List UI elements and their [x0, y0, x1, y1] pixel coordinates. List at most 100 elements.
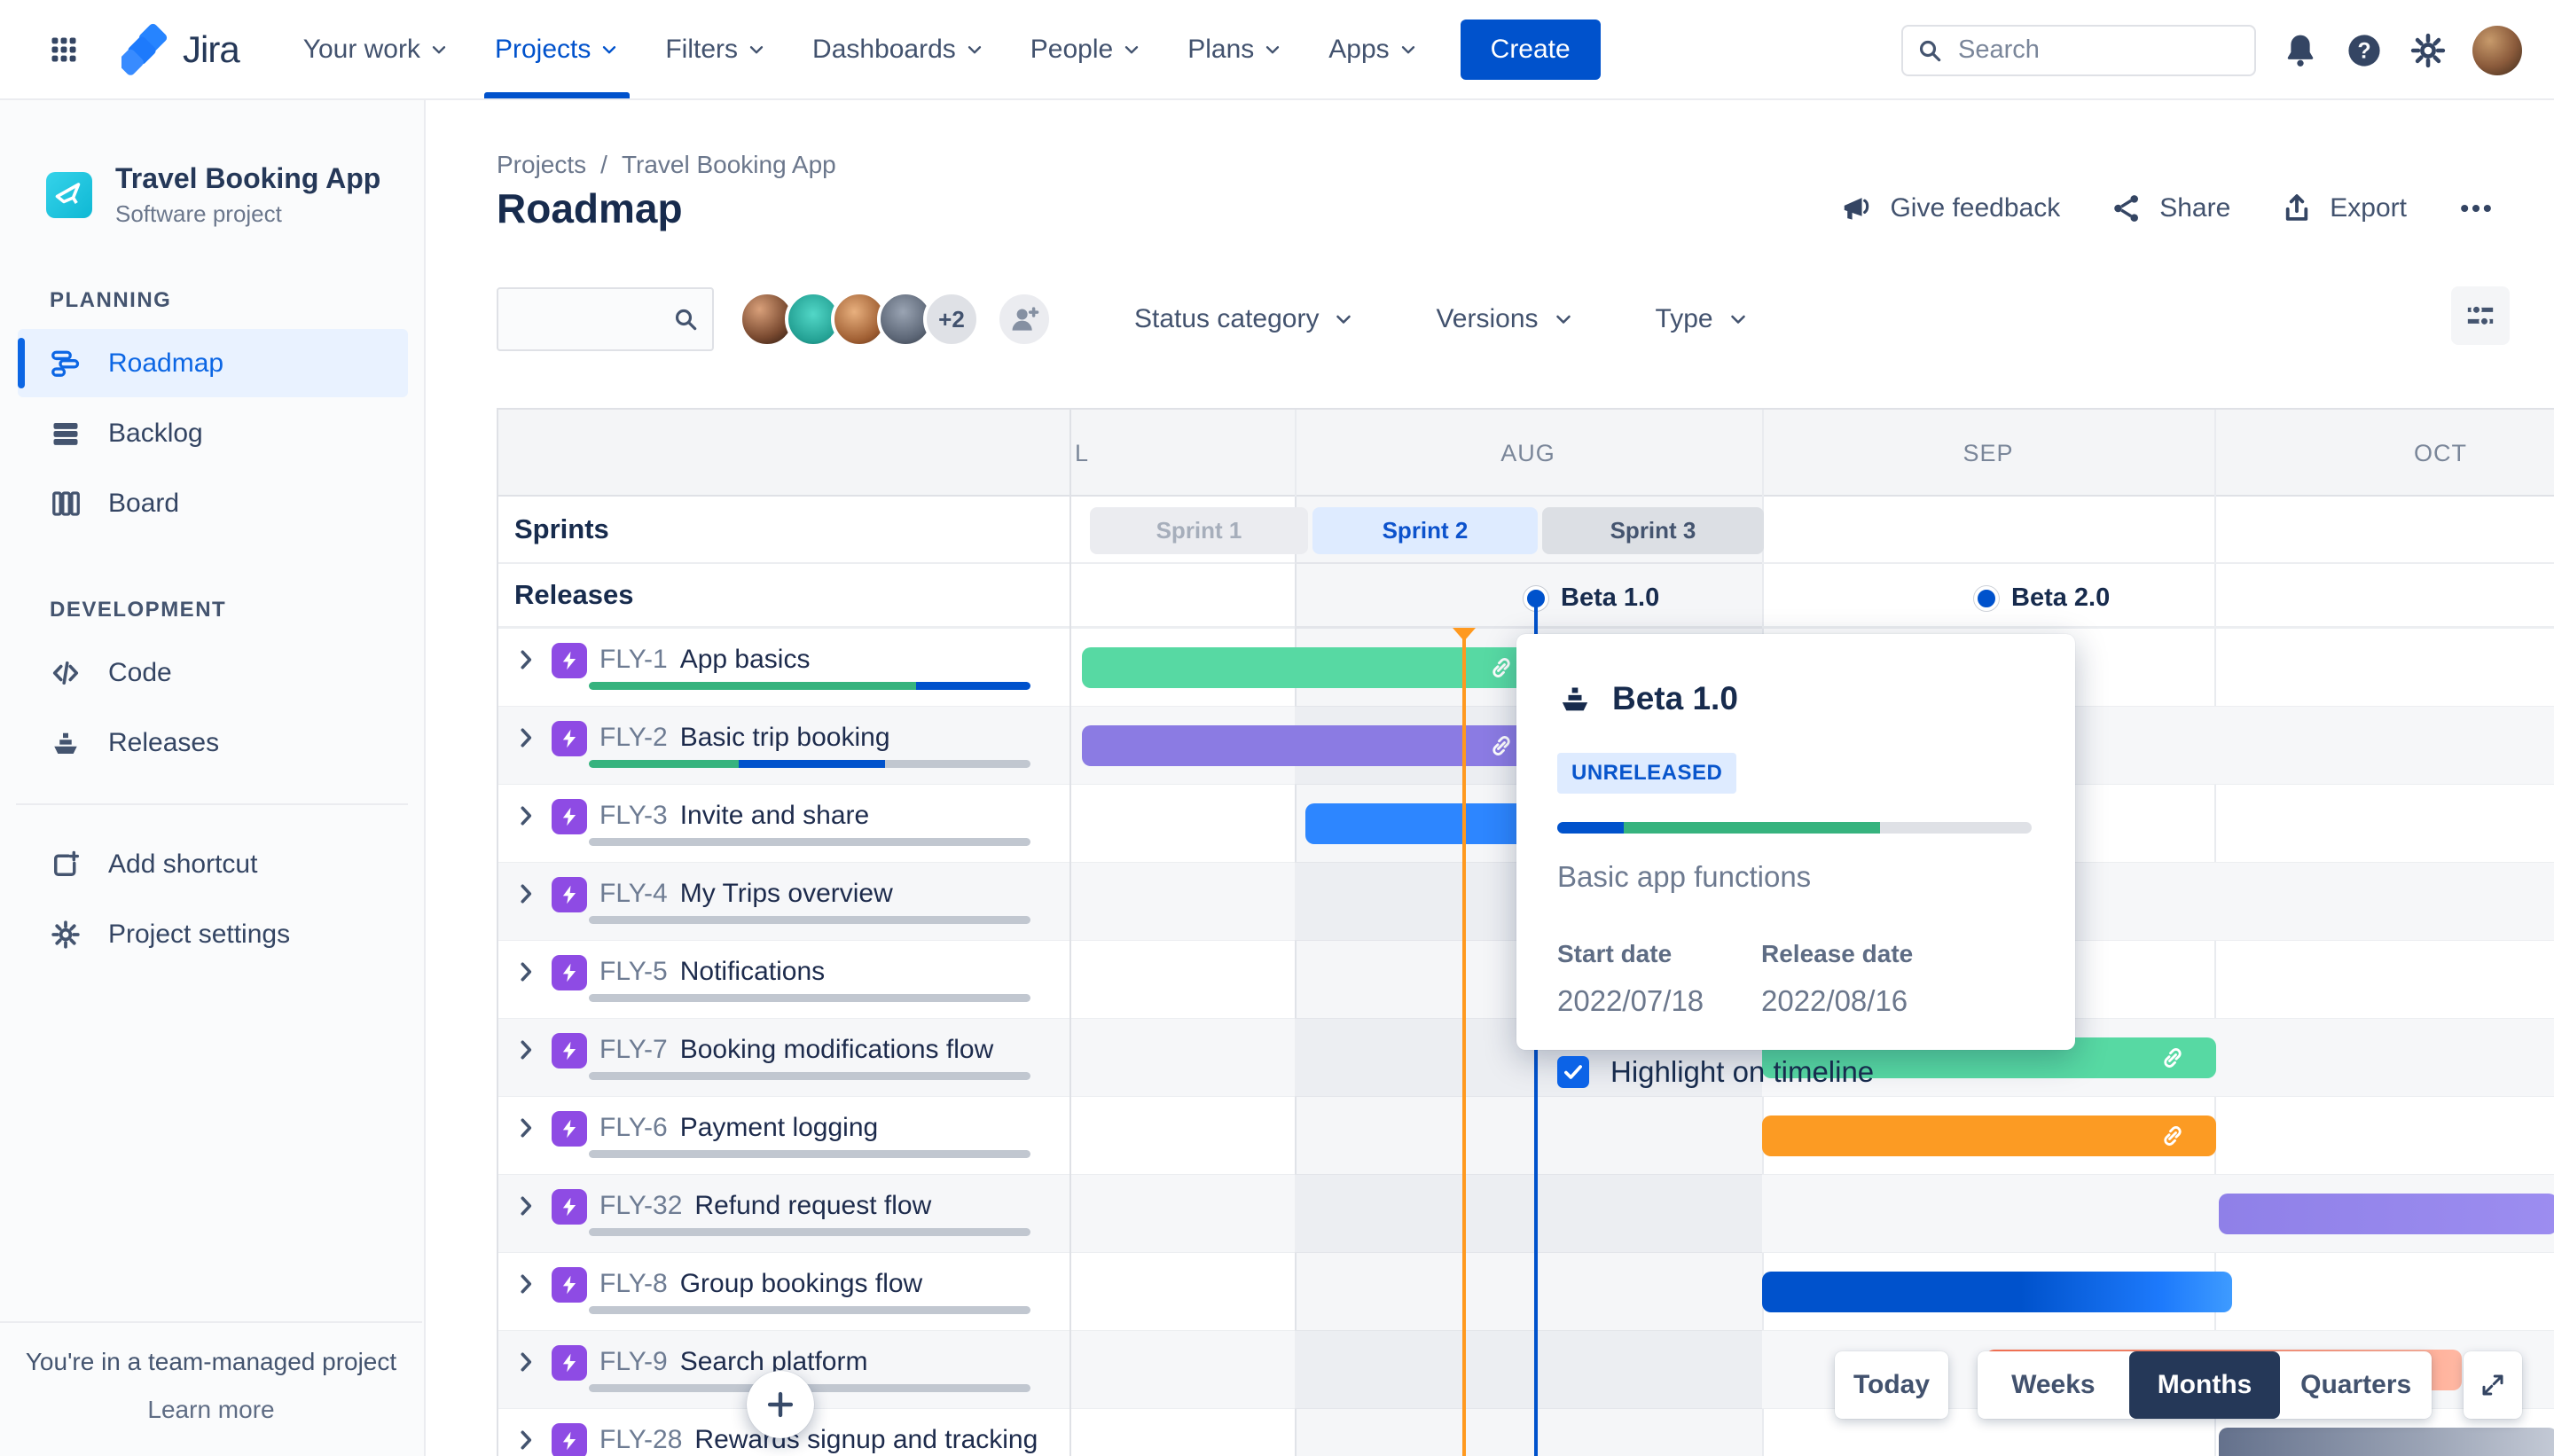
sidebar-item-code[interactable]: Code: [18, 638, 408, 707]
add-person-button[interactable]: [996, 291, 1053, 348]
nav-your-work[interactable]: Your work: [284, 0, 468, 98]
versions-dropdown[interactable]: Versions: [1436, 304, 1573, 334]
epic-bar[interactable]: [1762, 1272, 2232, 1312]
today-button[interactable]: Today: [1835, 1351, 1948, 1419]
chevron-right-icon[interactable]: [513, 802, 539, 829]
help-icon[interactable]: [2345, 31, 2384, 70]
release-date-label: Release date: [1761, 940, 1914, 967]
sidebar-item-releases[interactable]: Releases: [18, 708, 408, 777]
release-marker-beta-2[interactable]: Beta 2.0: [1974, 583, 2110, 613]
sprint-pill-1[interactable]: Sprint 1: [1090, 507, 1308, 554]
sidebar-item-roadmap[interactable]: Roadmap: [18, 329, 408, 397]
epic-progress-bar: [589, 1072, 1030, 1080]
nav-people[interactable]: People: [1011, 0, 1161, 98]
global-search-input[interactable]: [1901, 24, 2256, 76]
filter-bar: +2 Status category Versions Type: [497, 285, 2519, 354]
chevron-right-icon[interactable]: [513, 1349, 539, 1375]
epic-row-fly-8[interactable]: FLY-8 Group bookings flow: [498, 1252, 2554, 1330]
sprint-pill-3[interactable]: Sprint 3: [1542, 507, 1764, 554]
settings-gear-icon[interactable]: [2409, 31, 2448, 70]
roadmap-icon: [50, 348, 82, 380]
epic-bar[interactable]: [1305, 803, 1545, 844]
chevron-right-icon[interactable]: [513, 646, 539, 673]
chevron-right-icon[interactable]: [513, 1037, 539, 1063]
share-button[interactable]: Share: [2110, 192, 2230, 225]
epic-icon: [552, 1267, 587, 1303]
release-status-badge: UNRELEASED: [1557, 753, 1737, 794]
backlog-icon: [50, 418, 82, 450]
project-avatar-icon: [46, 172, 92, 218]
sidebar-item-backlog[interactable]: Backlog: [18, 399, 408, 467]
page-actions: Give feedback Share Export: [1840, 189, 2495, 228]
notifications-icon[interactable]: [2281, 31, 2320, 70]
share-icon: [2110, 192, 2143, 225]
chevron-right-icon[interactable]: [513, 1271, 539, 1297]
export-button[interactable]: Export: [2280, 192, 2407, 225]
epic-row-fly-6[interactable]: FLY-6 Payment logging: [498, 1096, 2554, 1174]
type-dropdown[interactable]: Type: [1656, 304, 1749, 334]
epic-bar[interactable]: [2219, 1194, 2554, 1234]
epic-row-fly-3[interactable]: FLY-3 Invite and share: [498, 784, 2554, 862]
breadcrumb: Projects / Travel Booking App: [497, 151, 836, 178]
avatar-overflow-badge[interactable]: +2: [923, 291, 980, 348]
sidebar-item-project-settings[interactable]: Project settings: [18, 900, 408, 968]
add-epic-button[interactable]: [747, 1371, 814, 1438]
epic-row-fly-1[interactable]: FLY-1 App basics: [498, 628, 2554, 706]
chevron-right-icon[interactable]: [513, 881, 539, 907]
sprint-pill-2[interactable]: Sprint 2: [1312, 507, 1538, 554]
roadmap-grid: L AUG SEP OCT Sprints Sprint 1 Sprint 2 …: [497, 408, 2554, 1456]
highlight-checkbox[interactable]: [1557, 1056, 1589, 1088]
epic-icon: [552, 799, 587, 834]
create-button[interactable]: Create: [1460, 19, 1601, 80]
epic-progress-bar: [589, 1228, 1030, 1236]
fullscreen-button[interactable]: [2464, 1351, 2522, 1419]
breadcrumb-project-name[interactable]: Travel Booking App: [621, 151, 836, 178]
epic-row-fly-28[interactable]: FLY-28 Rewards signup and tracking: [498, 1408, 2554, 1456]
avatar[interactable]: [785, 291, 842, 348]
jira-logo-text: Jira: [183, 27, 240, 70]
project-header: Travel Booking App Software project: [0, 100, 424, 228]
more-dots-icon: [2456, 189, 2495, 228]
more-actions-button[interactable]: [2456, 189, 2495, 228]
sidebar-item-add-shortcut[interactable]: Add shortcut: [18, 830, 408, 898]
roadmap-search: [497, 287, 714, 351]
epic-bar[interactable]: [1762, 1115, 2216, 1156]
nav-projects[interactable]: Projects: [475, 0, 638, 98]
user-avatar[interactable]: [2472, 25, 2522, 75]
app-switcher-icon[interactable]: [35, 21, 92, 78]
sidebar-divider: [16, 803, 408, 805]
epic-row-fly-32[interactable]: FLY-32 Refund request flow: [498, 1174, 2554, 1252]
epic-name: Notifications: [679, 957, 826, 986]
scale-quarters[interactable]: Quarters: [2300, 1370, 2412, 1399]
epic-bar[interactable]: [1082, 725, 1545, 766]
scale-months[interactable]: Months: [2128, 1351, 2281, 1419]
scale-weeks[interactable]: Weeks: [2011, 1370, 2096, 1399]
view-settings-button[interactable]: [2451, 286, 2510, 345]
chevron-right-icon[interactable]: [513, 1115, 539, 1141]
epic-bar[interactable]: [1082, 647, 1545, 688]
epic-progress-bar: [589, 1150, 1030, 1158]
nav-dashboards[interactable]: Dashboards: [793, 0, 1004, 98]
chevron-right-icon[interactable]: [513, 1427, 539, 1453]
epic-progress-bar: [589, 1306, 1030, 1314]
nav-filters[interactable]: Filters: [646, 0, 786, 98]
release-dot-icon: [1974, 585, 1999, 611]
chevron-right-icon[interactable]: [513, 1193, 539, 1219]
learn-more-link[interactable]: Learn more: [147, 1396, 275, 1423]
release-marker-beta-1[interactable]: Beta 1.0: [1524, 583, 1659, 613]
board-icon: [50, 488, 82, 520]
epic-icon: [552, 721, 587, 756]
epic-bar[interactable]: [2219, 1428, 2554, 1456]
month-label: L: [1075, 440, 1090, 466]
breadcrumb-projects[interactable]: Projects: [497, 151, 587, 178]
sidebar-item-board[interactable]: Board: [18, 469, 408, 537]
status-category-dropdown[interactable]: Status category: [1134, 304, 1354, 334]
jira-logo[interactable]: Jira: [119, 23, 240, 76]
nav-plans[interactable]: Plans: [1168, 0, 1302, 98]
give-feedback-button[interactable]: Give feedback: [1840, 192, 2060, 225]
chevron-right-icon[interactable]: [513, 724, 539, 751]
nav-apps[interactable]: Apps: [1309, 0, 1437, 98]
link-icon: [1488, 654, 1515, 681]
chevron-right-icon[interactable]: [513, 959, 539, 985]
primary-nav: Your work Projects Filters Dashboards Pe…: [284, 0, 1438, 98]
